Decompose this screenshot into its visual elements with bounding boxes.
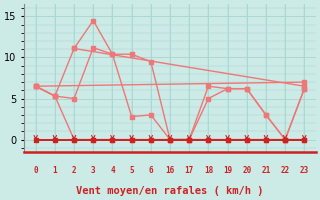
X-axis label: Vent moyen/en rafales ( km/h ): Vent moyen/en rafales ( km/h ): [76, 186, 264, 196]
